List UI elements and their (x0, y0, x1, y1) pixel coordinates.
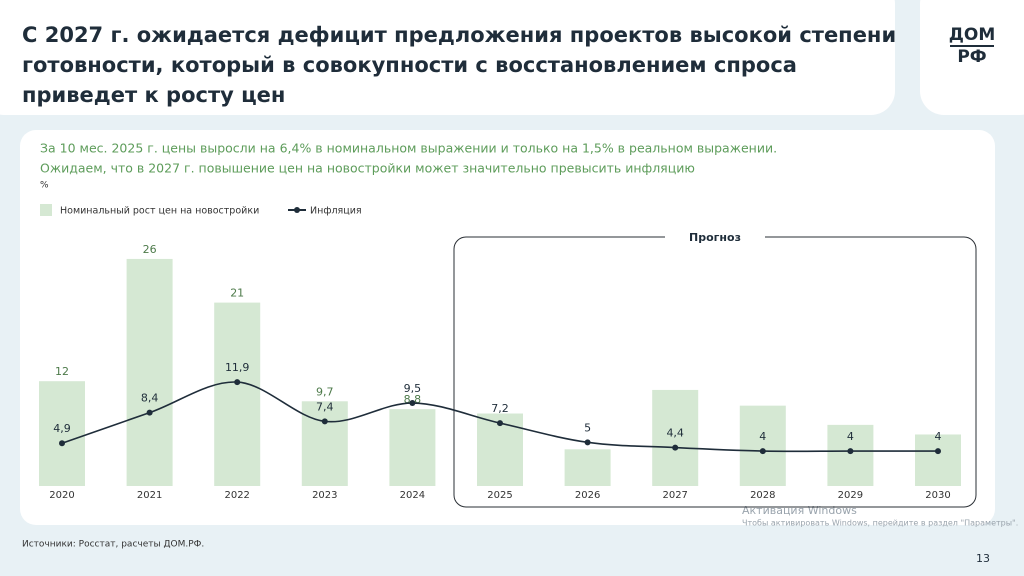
line-point (146, 409, 153, 416)
line-point (584, 439, 591, 446)
bar (214, 302, 261, 486)
bar-label: 9,7 (316, 385, 334, 398)
legend-label: Номинальный рост цен на новостройки (60, 206, 259, 217)
title-line: приведет к росту цен (22, 83, 285, 107)
x-tick-label: 2028 (750, 490, 775, 501)
line-label: 4,9 (53, 422, 71, 435)
bar-label: 21 (230, 287, 244, 300)
line-label: 4,4 (666, 427, 684, 440)
line-point (759, 448, 766, 455)
bar (39, 381, 85, 486)
line-point (409, 400, 416, 407)
header-panel (0, 0, 895, 115)
x-tick-label: 2029 (838, 490, 863, 501)
annotation: Прогноз (689, 231, 741, 244)
line-point (497, 420, 503, 427)
line-point (234, 379, 241, 386)
watermark: Активация Windows (742, 504, 857, 517)
line-label: 7,4 (316, 400, 334, 413)
title-line: С 2027 г. ожидается дефицит предложения … (22, 23, 896, 47)
logo: РФ (957, 47, 986, 67)
line-label: 9,5 (404, 382, 422, 395)
x-tick-label: 2030 (925, 490, 950, 501)
x-tick-label: 2025 (487, 490, 512, 501)
bar (652, 389, 699, 486)
page-number: 13 (976, 552, 990, 565)
line-point (321, 418, 328, 425)
bar (126, 258, 173, 486)
line-label: 4 (935, 430, 942, 443)
line-label: 7,2 (491, 402, 509, 415)
bar (827, 424, 874, 486)
line-label: 8,4 (141, 392, 159, 405)
logo: ДОМ (949, 25, 996, 45)
line-point (59, 440, 65, 447)
line-point (672, 444, 679, 451)
watermark: Чтобы активировать Windows, перейдите в … (742, 519, 1018, 528)
line-label: 11,9 (225, 361, 250, 374)
subtitle: За 10 мес. 2025 г. цены выросли на 6,4% … (40, 141, 777, 156)
line-point (935, 448, 941, 455)
annotation-bg (665, 230, 765, 244)
x-tick-label: 2027 (662, 490, 687, 501)
x-tick-label: 2026 (575, 490, 600, 501)
bar (739, 405, 786, 486)
line-label: 5 (584, 421, 591, 434)
x-tick-label: 2021 (137, 490, 162, 501)
x-tick-label: 2024 (400, 490, 425, 501)
title-line: готовности, который в совокупности с вос… (22, 53, 797, 77)
line-label: 4 (759, 430, 766, 443)
line-label: 4 (847, 430, 854, 443)
source: Источники: Росстат, расчеты ДОМ.РФ. (22, 540, 204, 550)
line-point (847, 448, 854, 455)
x-tick-label: 2022 (224, 490, 249, 501)
legend-label: Инфляция (310, 206, 362, 217)
subtitle: Ожидаем, что в 2027 г. повышение цен на … (40, 161, 695, 176)
bar (915, 434, 961, 486)
legend-swatch (40, 204, 52, 216)
x-tick-label: 2023 (312, 490, 337, 501)
logo-panel (920, 0, 1024, 115)
x-tick-label: 2020 (49, 490, 74, 501)
bar-label: 26 (143, 243, 157, 256)
legend-dot (294, 207, 300, 213)
unit-label: % (40, 181, 49, 191)
bar-label: 12 (55, 365, 69, 378)
bar (389, 409, 436, 486)
bar (564, 449, 611, 486)
bar (301, 401, 348, 486)
